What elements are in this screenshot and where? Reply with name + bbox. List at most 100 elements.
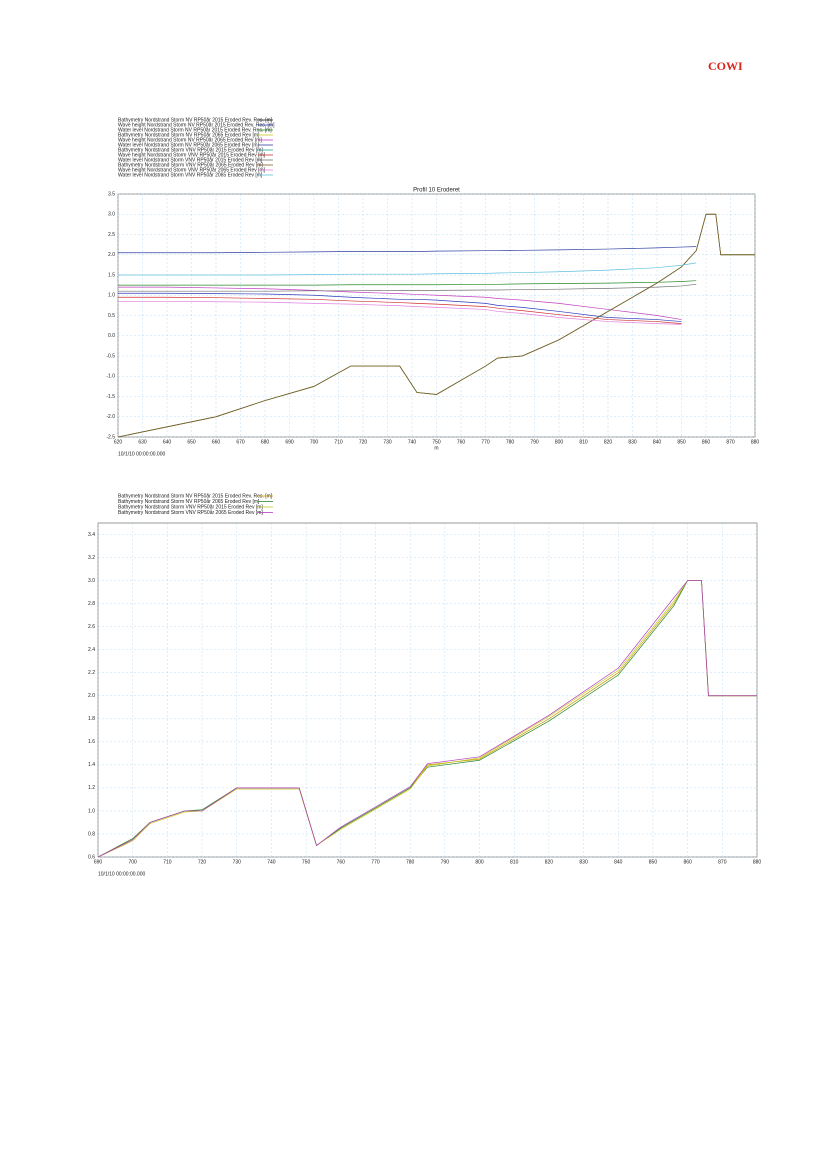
x-tick-label: 820: [604, 439, 613, 445]
legend-label: Water level Nordstrand Storm VNV RP50år …: [118, 171, 263, 178]
x-tick-label: 810: [579, 439, 588, 445]
x-tick-label: 860: [702, 439, 711, 445]
legend-label: Wave height Nordstrand Storm NV RP50år 2…: [118, 121, 275, 128]
x-tick-label: 740: [408, 439, 417, 445]
x-tick-label: 750: [302, 859, 311, 865]
y-tick-label: 0.0: [108, 333, 115, 339]
x-tick-label: 690: [94, 859, 103, 865]
y-tick-label: 1.8: [88, 716, 95, 722]
legend-label: Bathymetry Nordstrand Storm VNV RP50år 2…: [118, 161, 263, 168]
y-tick-label: -1.5: [106, 394, 115, 400]
y-tick-label: 3.5: [108, 191, 115, 197]
y-tick-label: -0.5: [106, 353, 115, 359]
legend-label: Water level Nordstrand Storm VNV RP50år …: [118, 156, 263, 163]
y-tick-label: 2.6: [88, 624, 95, 630]
legend-label: Wave height Nordstrand Storm VNV RP50år …: [118, 166, 266, 173]
y-tick-label: 2.8: [88, 601, 95, 607]
x-tick-label: 770: [481, 439, 490, 445]
series-line: [118, 292, 682, 322]
series-line: [118, 246, 697, 254]
plot-frame: [97, 522, 758, 858]
x-tick-label: 620: [114, 439, 123, 445]
x-tick-label: 790: [530, 439, 539, 445]
y-tick-label: -2.5: [106, 434, 115, 440]
legend-label: Bathymetry Nordstrand Storm NV RP50år 20…: [118, 492, 273, 499]
y-tick-label: -1.0: [106, 374, 115, 380]
series-line: [118, 280, 697, 286]
x-tick-label: 640: [163, 439, 172, 445]
y-tick-label: 3.0: [108, 212, 115, 218]
y-tick-label: 1.4: [88, 762, 95, 768]
x-tick-label: 740: [267, 859, 276, 865]
y-tick-label: 0.5: [108, 313, 115, 319]
x-tick-label: 780: [406, 859, 415, 865]
x-tick-label: 720: [359, 439, 368, 445]
x-tick-label: 710: [163, 859, 172, 865]
x-tick-label: 850: [677, 439, 686, 445]
x-tick-label: 760: [337, 859, 346, 865]
series-line: [118, 262, 697, 276]
x-tick-label: 770: [371, 859, 380, 865]
logo: COWI: [708, 59, 743, 73]
x-tick-label: 710: [334, 439, 343, 445]
x-tick-label: 800: [555, 439, 564, 445]
x-tick-label: 860: [683, 859, 692, 865]
y-tick-label: 3.4: [88, 532, 95, 538]
x-tick-label: 830: [628, 439, 637, 445]
x-tick-label: 790: [441, 859, 450, 865]
x-tick-label: 870: [718, 859, 727, 865]
series-line: [97, 580, 757, 858]
date-label: 10/1/10 00:00:00.000: [98, 871, 145, 877]
legend-label: Wave height Nordstrand Storm NV RP50år 2…: [118, 136, 262, 143]
y-tick-label: 2.0: [88, 693, 95, 699]
x-tick-label: 650: [187, 439, 196, 445]
y-tick-label: 1.5: [108, 272, 115, 278]
legend-label: Bathymetry Nordstrand Storm VNV RP50år 2…: [118, 509, 263, 516]
legend-label: Bathymetry Nordstrand Storm VNV RP50år 2…: [118, 146, 263, 153]
x-tick-label: 780: [506, 439, 515, 445]
x-tick-label: 840: [653, 439, 662, 445]
y-tick-label: 1.6: [88, 739, 95, 745]
y-tick-label: 1.2: [88, 785, 95, 791]
legend-label: Bathymetry Nordstrand Storm VNV RP50år 2…: [118, 503, 263, 510]
series-line: [117, 213, 755, 438]
x-tick-label: 810: [510, 859, 519, 865]
series-line: [118, 286, 682, 320]
series-line: [118, 300, 682, 325]
y-tick-label: 2.5: [108, 232, 115, 238]
x-tick-label: 800: [475, 859, 484, 865]
x-tick-label: 820: [545, 859, 554, 865]
series-line: [118, 283, 697, 292]
x-tick-label: 690: [285, 439, 294, 445]
x-tick-label: 720: [198, 859, 207, 865]
legend-label: Bathymetry Nordstrand Storm NV RP50år 20…: [118, 498, 260, 505]
x-tick-label: 730: [383, 439, 392, 445]
x-tick-label: 700: [310, 439, 319, 445]
y-tick-label: 2.0: [108, 252, 115, 258]
chart-title: Profil 10 Eroderet: [413, 188, 460, 194]
x-tick-label: 840: [614, 859, 623, 865]
x-tick-label: 730: [233, 859, 242, 865]
series-line: [118, 296, 682, 324]
x-tick-label: 670: [236, 439, 245, 445]
x-tick-label: 630: [138, 439, 147, 445]
y-tick-label: 2.2: [88, 670, 95, 676]
x-tick-label: 870: [726, 439, 735, 445]
x-tick-label: 830: [579, 859, 588, 865]
y-tick-label: 0.8: [88, 831, 95, 837]
x-tick-label: 760: [457, 439, 466, 445]
legend-label: Bathymetry Nordstrand Storm NV RP50år 20…: [118, 116, 273, 123]
x-tick-label: 700: [129, 859, 138, 865]
legend-label: Bathymetry Nordstrand Storm NV RP50år 20…: [118, 131, 260, 138]
y-tick-label: 0.6: [88, 854, 95, 860]
x-tick-label: 680: [261, 439, 270, 445]
y-tick-label: -2.0: [106, 414, 115, 420]
legend-label: Water level Nordstrand Storm NV RP50år 2…: [118, 126, 272, 133]
y-tick-label: 2.4: [88, 647, 95, 653]
x-tick-label: 850: [649, 859, 658, 865]
y-tick-label: 3.0: [88, 578, 95, 584]
x-tick-label: 880: [751, 439, 760, 445]
x-tick-label: 660: [212, 439, 221, 445]
y-tick-label: 3.2: [88, 555, 95, 561]
